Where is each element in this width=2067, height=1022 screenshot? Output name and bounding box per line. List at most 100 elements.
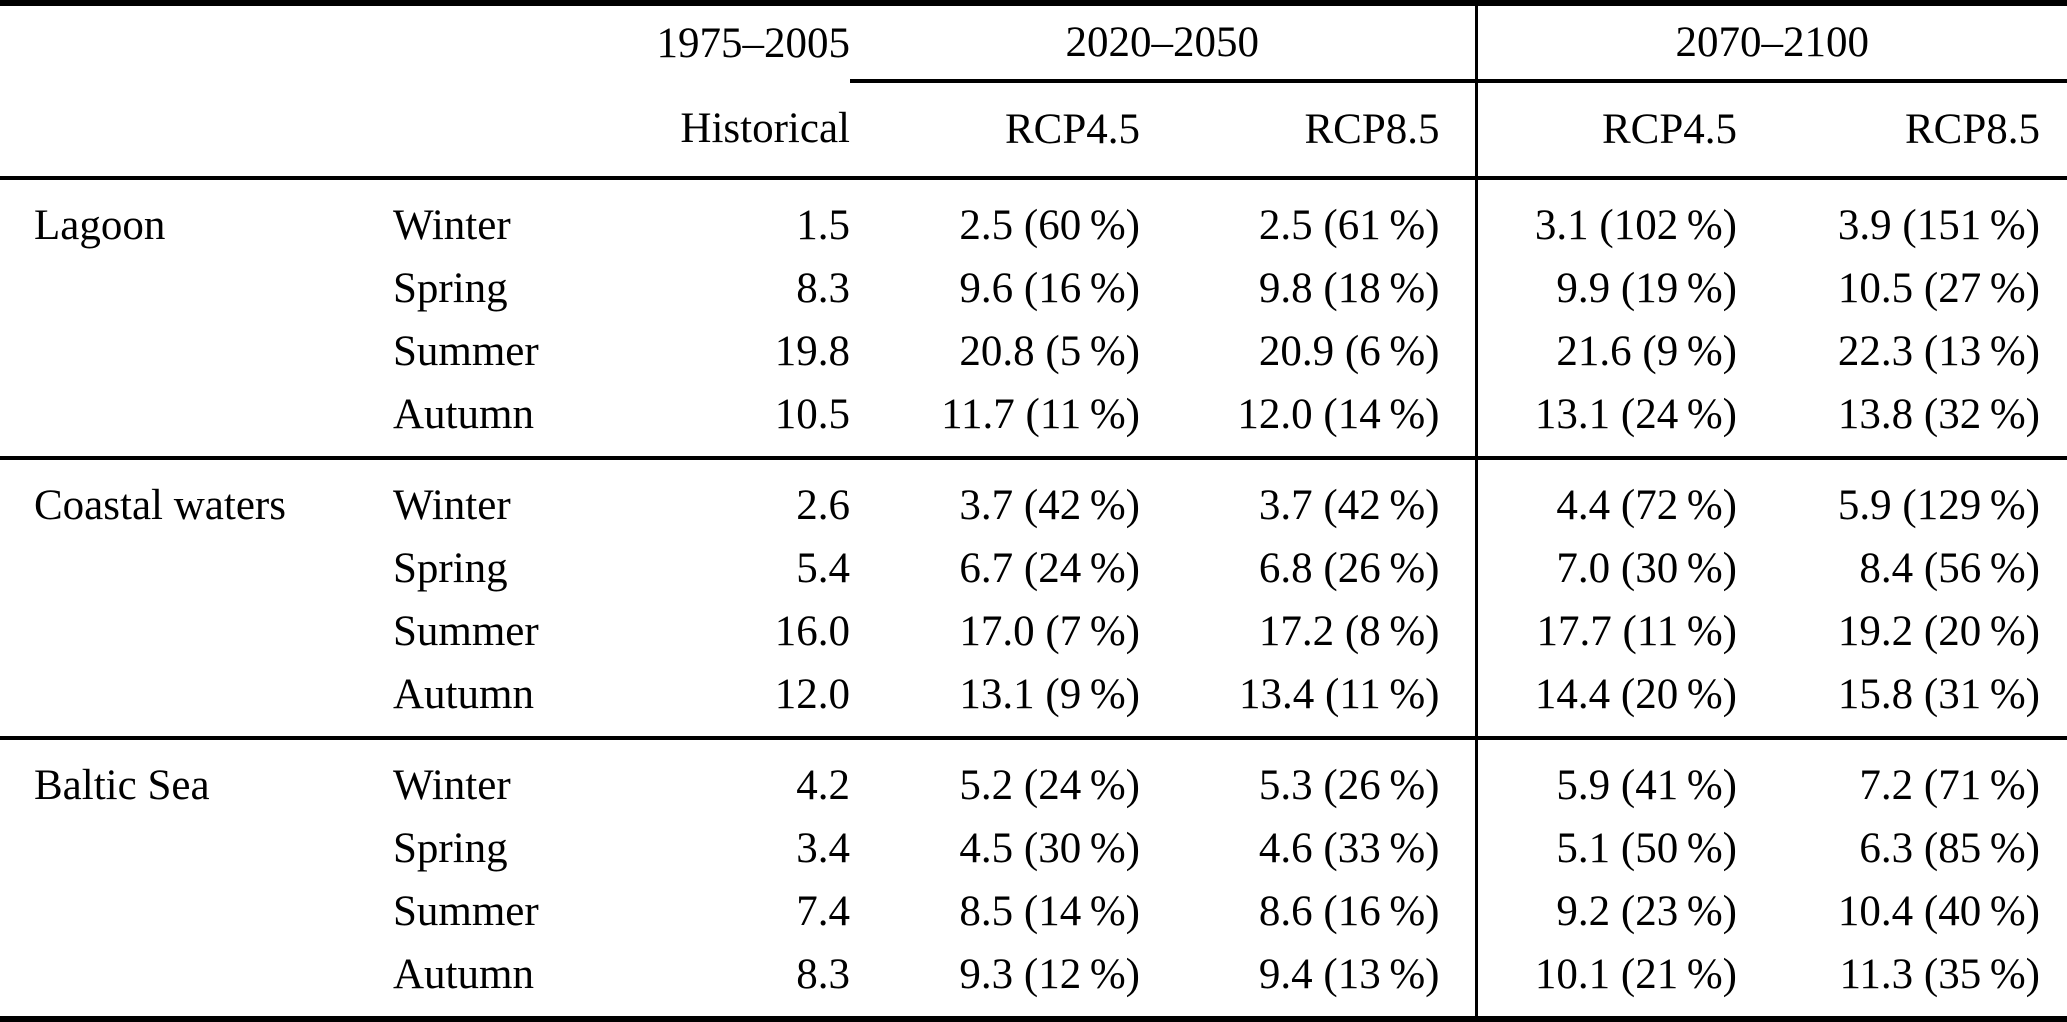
value-historical: 8.3 bbox=[796, 951, 850, 998]
col-header-period-historical: 1975–2005 bbox=[656, 20, 851, 67]
value-rcp85-2020: 13.4 (11 %) bbox=[1239, 671, 1440, 718]
table-row: Spring 8.3 9.6 (16 %) 9.8 (18 %) 9.9 (19… bbox=[0, 257, 2067, 320]
value-rcp85-2020: 6.8 (26 %) bbox=[1258, 545, 1440, 592]
value-rcp45-2020: 9.6 (16 %) bbox=[959, 265, 1140, 312]
value-rcp45-2070: 17.7 (11 %) bbox=[1474, 600, 1772, 663]
value-rcp85-2070: 13.8 (32 %) bbox=[1837, 391, 2040, 438]
value-rcp45-2020: 8.5 (14 %) bbox=[959, 888, 1140, 935]
value-historical: 8.3 bbox=[796, 265, 850, 312]
value-rcp45-2020: 6.7 (24 %) bbox=[959, 545, 1140, 592]
season-cell: Summer bbox=[393, 888, 539, 935]
value-rcp45-2020: 9.3 (12 %) bbox=[959, 951, 1140, 998]
season-cell: Autumn bbox=[393, 391, 534, 438]
value-rcp85-2020: 3.7 (42 %) bbox=[1258, 482, 1440, 529]
season-cell: Spring bbox=[393, 265, 508, 312]
col-header-rcp85-2020: RCP8.5 bbox=[1304, 106, 1440, 153]
value-rcp85-2070: 10.4 (40 %) bbox=[1837, 888, 2040, 935]
table-row: Spring 5.4 6.7 (24 %) 6.8 (26 %) 7.0 (30… bbox=[0, 537, 2067, 600]
value-rcp45-2020: 3.7 (42 %) bbox=[959, 482, 1140, 529]
table-row: Autumn 8.3 9.3 (12 %) 9.4 (13 %) 10.1 (2… bbox=[0, 943, 2067, 1019]
value-rcp45-2070: 4.4 (72 %) bbox=[1474, 458, 1772, 537]
table-row: Summer 19.8 20.8 (5 %) 20.9 (6 %) 21.6 (… bbox=[0, 320, 2067, 383]
value-historical: 10.5 bbox=[774, 391, 850, 438]
value-rcp45-2070: 14.4 (20 %) bbox=[1474, 663, 1772, 738]
season-cell: Summer bbox=[393, 328, 539, 375]
season-cell: Spring bbox=[393, 825, 508, 872]
region-cell: Lagoon bbox=[34, 202, 166, 249]
value-rcp45-2070: 10.1 (21 %) bbox=[1474, 943, 1772, 1019]
value-rcp45-2070: 21.6 (9 %) bbox=[1474, 320, 1772, 383]
table-row: Summer 16.0 17.0 (7 %) 17.2 (8 %) 17.7 (… bbox=[0, 600, 2067, 663]
value-rcp45-2070: 5.1 (50 %) bbox=[1474, 817, 1772, 880]
value-rcp45-2070: 5.9 (41 %) bbox=[1474, 738, 1772, 817]
value-historical: 1.5 bbox=[796, 202, 850, 249]
value-rcp45-2070: 9.9 (19 %) bbox=[1474, 257, 1772, 320]
value-historical: 5.4 bbox=[796, 545, 850, 592]
value-rcp85-2070: 11.3 (35 %) bbox=[1839, 951, 2040, 998]
table-row: Autumn 12.0 13.1 (9 %) 13.4 (11 %) 14.4 … bbox=[0, 663, 2067, 738]
value-rcp45-2020: 13.1 (9 %) bbox=[959, 671, 1140, 718]
value-rcp45-2020: 20.8 (5 %) bbox=[959, 328, 1140, 375]
value-rcp85-2070: 22.3 (13 %) bbox=[1837, 328, 2040, 375]
value-rcp85-2020: 12.0 (14 %) bbox=[1237, 391, 1440, 438]
group-baltic-sea: Baltic Sea Winter 4.2 5.2 (24 %) 5.3 (26… bbox=[0, 738, 2067, 1019]
table-header: 1975–2005 2020–2050 2070–2100 Historical… bbox=[0, 3, 2067, 178]
value-rcp45-2070: 9.2 (23 %) bbox=[1474, 880, 1772, 943]
value-rcp85-2070: 6.3 (85 %) bbox=[1859, 825, 2040, 872]
value-historical: 12.0 bbox=[774, 671, 850, 718]
table-row: Autumn 10.5 11.7 (11 %) 12.0 (14 %) 13.1… bbox=[0, 383, 2067, 458]
value-historical: 4.2 bbox=[796, 762, 850, 809]
value-rcp85-2020: 8.6 (16 %) bbox=[1258, 888, 1440, 935]
value-rcp45-2070: 3.1 (102 %) bbox=[1474, 178, 1772, 257]
col-header-rcp45-2070: RCP4.5 bbox=[1474, 81, 1772, 178]
group-coastal-waters: Coastal waters Winter 2.6 3.7 (42 %) 3.7… bbox=[0, 458, 2067, 738]
value-historical: 7.4 bbox=[796, 888, 850, 935]
season-cell: Summer bbox=[393, 608, 539, 655]
value-rcp45-2070: 7.0 (30 %) bbox=[1474, 537, 1772, 600]
value-rcp45-2070: 13.1 (24 %) bbox=[1474, 383, 1772, 458]
season-cell: Winter bbox=[393, 762, 511, 809]
header-spacer bbox=[0, 81, 653, 178]
value-rcp45-2020: 2.5 (60 %) bbox=[959, 202, 1140, 249]
value-rcp85-2070: 10.5 (27 %) bbox=[1837, 265, 2040, 312]
table-row: Coastal waters Winter 2.6 3.7 (42 %) 3.7… bbox=[0, 458, 2067, 537]
season-cell: Winter bbox=[393, 482, 511, 529]
season-cell: Autumn bbox=[393, 671, 534, 718]
value-rcp85-2020: 4.6 (33 %) bbox=[1258, 825, 1440, 872]
table-row: Baltic Sea Winter 4.2 5.2 (24 %) 5.3 (26… bbox=[0, 738, 2067, 817]
value-rcp85-2070: 7.2 (71 %) bbox=[1859, 762, 2040, 809]
col-header-period-2070-2100: 2070–2100 bbox=[1474, 3, 2067, 83]
season-cell: Winter bbox=[393, 202, 511, 249]
value-rcp45-2020: 17.0 (7 %) bbox=[959, 608, 1140, 655]
value-historical: 19.8 bbox=[774, 328, 850, 375]
value-rcp85-2070: 19.2 (20 %) bbox=[1837, 608, 2040, 655]
group-lagoon: Lagoon Winter 1.5 2.5 (60 %) 2.5 (61 %) … bbox=[0, 178, 2067, 458]
value-rcp45-2020: 11.7 (11 %) bbox=[941, 391, 1140, 438]
value-historical: 16.0 bbox=[774, 608, 850, 655]
season-cell: Spring bbox=[393, 545, 508, 592]
col-header-period-2020-2050: 2020–2050 bbox=[850, 3, 1476, 83]
value-rcp85-2070: 3.9 (151 %) bbox=[1837, 202, 2040, 249]
value-rcp85-2070: 5.9 (129 %) bbox=[1837, 482, 2040, 529]
col-header-historical: Historical bbox=[680, 105, 850, 152]
table-row: Lagoon Winter 1.5 2.5 (60 %) 2.5 (61 %) … bbox=[0, 178, 2067, 257]
value-rcp85-2070: 8.4 (56 %) bbox=[1859, 545, 2040, 592]
col-header-rcp85-2070: RCP8.5 bbox=[1904, 106, 2040, 153]
value-historical: 2.6 bbox=[796, 482, 850, 529]
value-rcp85-2020: 9.4 (13 %) bbox=[1258, 951, 1440, 998]
value-rcp85-2020: 17.2 (8 %) bbox=[1258, 608, 1440, 655]
season-cell: Autumn bbox=[393, 951, 534, 998]
region-cell: Baltic Sea bbox=[34, 762, 210, 809]
value-historical: 3.4 bbox=[796, 825, 850, 872]
value-rcp45-2020: 4.5 (30 %) bbox=[959, 825, 1140, 872]
value-rcp85-2020: 20.9 (6 %) bbox=[1258, 328, 1440, 375]
header-spacer bbox=[0, 3, 653, 81]
table-row: Summer 7.4 8.5 (14 %) 8.6 (16 %) 9.2 (23… bbox=[0, 880, 2067, 943]
value-rcp85-2020: 9.8 (18 %) bbox=[1258, 265, 1440, 312]
value-rcp85-2020: 2.5 (61 %) bbox=[1258, 202, 1440, 249]
col-header-rcp45-2020: RCP4.5 bbox=[1004, 106, 1140, 153]
value-rcp85-2020: 5.3 (26 %) bbox=[1258, 762, 1440, 809]
value-rcp45-2020: 5.2 (24 %) bbox=[959, 762, 1140, 809]
table-row: Spring 3.4 4.5 (30 %) 4.6 (33 %) 5.1 (50… bbox=[0, 817, 2067, 880]
